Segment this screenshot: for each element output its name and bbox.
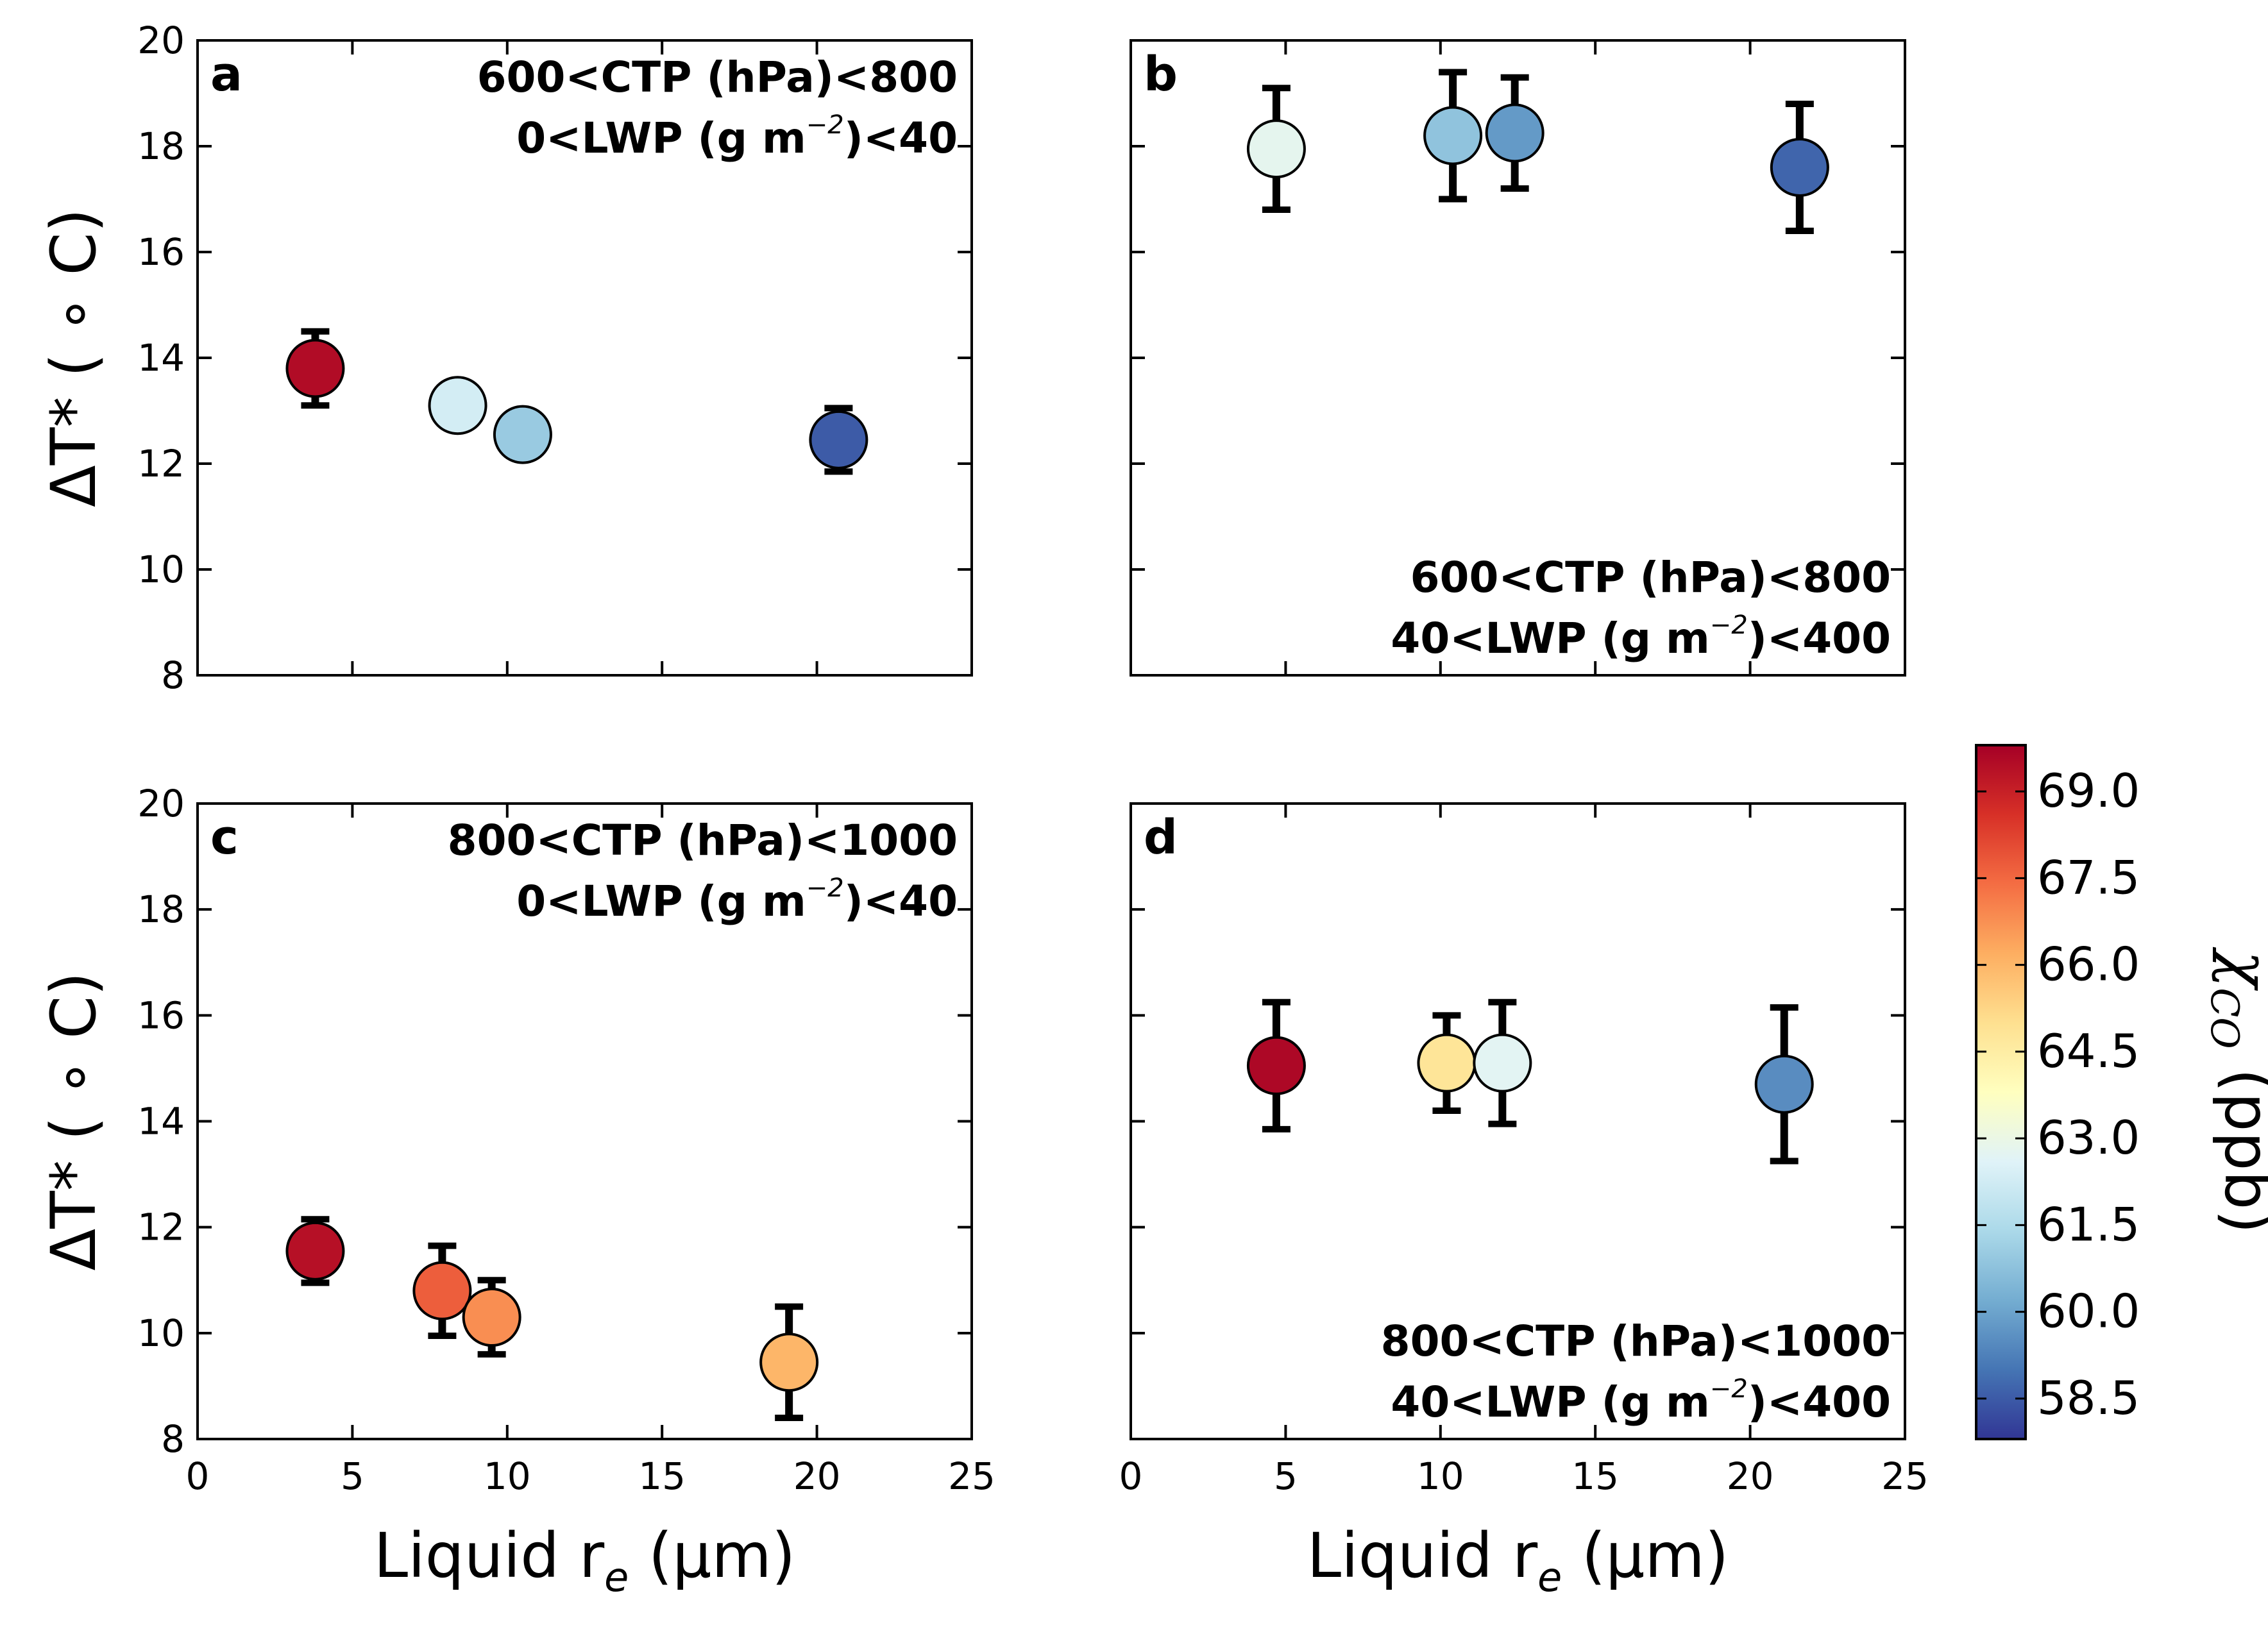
annotation-lwp: 40<LWP (g m−2)<400 <box>1391 610 1891 663</box>
y-tick-label: 18 <box>137 124 185 168</box>
y-tick-label: 18 <box>137 888 185 931</box>
data-point <box>493 405 552 464</box>
x-tick-label: 5 <box>341 1454 364 1498</box>
colorbar-tick-label: 64.5 <box>2037 1024 2140 1078</box>
data-point <box>1754 1054 1814 1114</box>
data-point <box>1417 1033 1477 1093</box>
data-point <box>285 339 345 398</box>
annotation-ctp: 600<CTP (hPa)<800 <box>477 53 958 102</box>
y-tick-label: 8 <box>161 653 185 697</box>
x-tick-label: 10 <box>1417 1454 1464 1498</box>
panel-letter: d <box>1144 810 1178 865</box>
data-point <box>428 376 487 435</box>
data-point <box>1423 106 1483 165</box>
colorbar-tick-label: 66.0 <box>2037 938 2140 991</box>
annotation-ctp: 800<CTP (hPa)<1000 <box>1381 1317 1891 1366</box>
data-point <box>809 410 868 469</box>
data-point <box>1485 103 1544 163</box>
x-tick-label: 20 <box>793 1454 841 1498</box>
y-tick-label: 10 <box>137 548 185 591</box>
y-tick-label: 16 <box>137 993 185 1037</box>
data-point <box>412 1261 472 1320</box>
x-tick-label: 25 <box>1881 1454 1929 1498</box>
panel-letter: a <box>210 47 242 102</box>
colorbar-label: χCO (ppb) <box>2202 947 2268 1234</box>
colorbar-tick-label: 67.5 <box>2037 850 2140 904</box>
x-tick-label: 5 <box>1274 1454 1298 1498</box>
y-axis-label: ΔT* ( ∘ C) <box>38 972 110 1271</box>
data-point <box>1246 119 1306 179</box>
annotation-ctp: 600<CTP (hPa)<800 <box>1410 553 1891 602</box>
x-tick-label: 25 <box>948 1454 995 1498</box>
x-tick-label: 10 <box>484 1454 531 1498</box>
colorbar-tick-label: 63.0 <box>2037 1111 2140 1165</box>
x-tick-label: 0 <box>186 1454 210 1498</box>
y-tick-label: 14 <box>137 336 185 380</box>
y-tick-label: 12 <box>137 1206 185 1249</box>
data-point <box>462 1288 521 1347</box>
y-tick-label: 14 <box>137 1100 185 1143</box>
data-point <box>285 1221 345 1281</box>
colorbar-gradient <box>1975 744 2027 1440</box>
y-tick-label: 8 <box>161 1417 185 1461</box>
y-tick-label: 16 <box>137 230 185 274</box>
panel-b: b 600<CTP (hPa)<800 40<LWP (g m−2)<400 <box>1130 39 1906 677</box>
x-axis-label: Liquid re (µm) <box>1307 1520 1729 1601</box>
colorbar-tick-label: 60.0 <box>2037 1284 2140 1338</box>
y-axis-label: ΔT* ( ∘ C) <box>38 208 110 507</box>
y-tick-label: 20 <box>137 19 185 62</box>
y-tick-label: 10 <box>137 1311 185 1355</box>
x-axis-label: Liquid re (µm) <box>374 1520 796 1601</box>
x-tick-label: 20 <box>1727 1454 1774 1498</box>
colorbar-tick-label: 58.5 <box>2037 1371 2140 1425</box>
x-tick-label: 15 <box>638 1454 686 1498</box>
panel-a: 8 10 12 14 16 18 20 ΔT* ( ∘ C) a 600<CTP (hPa)<80… <box>38 19 973 697</box>
colorbar: 58.5 60.0 61.5 63.0 64.5 66.0 67.5 69.0 χCO (ppb… <box>1975 744 2268 1440</box>
data-point <box>759 1333 819 1392</box>
colorbar-tick-label: 69.0 <box>2037 764 2140 818</box>
annotation-lwp: 0<LWP (g m−2)<40 <box>516 110 958 163</box>
x-tick-label: 0 <box>1119 1454 1143 1498</box>
y-tick-label: 12 <box>137 442 185 485</box>
panel-letter: b <box>1144 47 1178 102</box>
data-point <box>1246 1036 1306 1095</box>
data-point <box>1770 138 1829 197</box>
data-point <box>1473 1033 1532 1093</box>
annotation-lwp: 40<LWP (g m−2)<400 <box>1391 1374 1891 1427</box>
annotation-lwp: 0<LWP (g m−2)<40 <box>516 873 958 926</box>
panel-letter: c <box>210 810 239 865</box>
colorbar-tick-label: 61.5 <box>2037 1197 2140 1251</box>
panel-d: 0 5 10 15 20 25 Liquid re (µm) d 800<CTP (hPa)<1… <box>1119 802 1929 1601</box>
panel-c: 8 10 12 14 16 18 20 0 5 10 15 20 25 ΔT* ( ∘ C) Liquid … <box>38 782 995 1601</box>
y-tick-label: 20 <box>137 782 185 825</box>
x-tick-label: 15 <box>1571 1454 1619 1498</box>
annotation-ctp: 800<CTP (hPa)<1000 <box>448 816 958 865</box>
